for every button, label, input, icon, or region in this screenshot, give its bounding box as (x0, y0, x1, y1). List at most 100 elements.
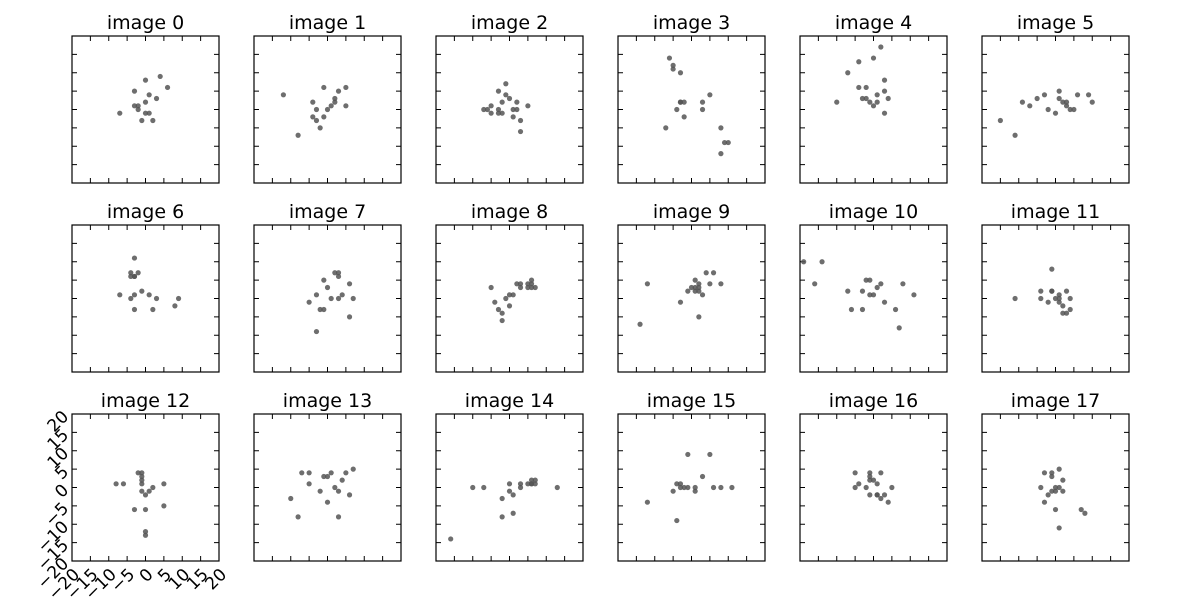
data-point (343, 470, 349, 476)
data-point (1056, 88, 1062, 94)
data-point (517, 128, 524, 135)
data-point (863, 84, 869, 91)
data-point (863, 484, 869, 491)
data-point (514, 281, 520, 287)
panel-4: image 4 (799, 12, 948, 184)
data-point (848, 306, 855, 313)
data-point (696, 314, 702, 320)
panel-6: image 6 (71, 201, 220, 373)
axes-frame (435, 413, 584, 562)
data-point (503, 92, 509, 98)
panel-13: image 13 (253, 390, 402, 562)
panel-14: image 14 (435, 390, 584, 562)
data-point (153, 295, 160, 302)
data-point (677, 484, 684, 491)
data-point (128, 295, 134, 302)
data-point (528, 481, 535, 487)
data-point (699, 292, 706, 298)
panel-title: image 5 (1017, 12, 1094, 34)
panel-12: image 12−20−15−10−505101520−20−15−10−505… (34, 390, 231, 600)
y-tick-label: −5 (41, 499, 73, 531)
data-point (321, 277, 327, 283)
data-point (692, 288, 698, 294)
data-point (142, 506, 149, 513)
data-point (874, 92, 880, 98)
data-point (1049, 488, 1055, 494)
data-point (881, 88, 888, 94)
data-point (870, 292, 877, 298)
data-point (997, 117, 1003, 124)
data-point (867, 277, 873, 283)
data-point (859, 95, 866, 102)
data-point (718, 151, 724, 157)
data-point (164, 84, 171, 91)
data-point (517, 284, 524, 291)
data-point (328, 470, 334, 476)
data-point (517, 281, 524, 287)
data-point (517, 481, 524, 487)
data-point (328, 295, 334, 302)
data-point (528, 477, 535, 483)
data-point (859, 288, 866, 294)
axes-frame (71, 224, 220, 373)
panel-15: image 15 (617, 390, 766, 562)
panel-17: image 17 (981, 390, 1130, 562)
data-point (856, 481, 862, 487)
data-point (874, 481, 880, 487)
data-point (1049, 473, 1055, 480)
panel-title: image 2 (471, 12, 548, 34)
data-point (896, 325, 902, 331)
data-point (135, 106, 141, 113)
panel-title: image 11 (1011, 201, 1100, 223)
data-point (488, 110, 494, 116)
panel-2: image 2 (435, 12, 584, 184)
data-point (525, 284, 531, 291)
data-point (161, 503, 167, 509)
data-point (801, 259, 807, 265)
data-point (131, 88, 138, 94)
data-point (135, 270, 141, 276)
data-point (870, 55, 877, 61)
data-point (874, 99, 880, 105)
panel-title: image 3 (653, 12, 730, 34)
data-point (718, 125, 724, 131)
data-point (677, 70, 684, 76)
data-point (681, 99, 687, 105)
data-point (1056, 295, 1062, 302)
y-tick-label: 0 (51, 480, 73, 502)
data-point (1052, 488, 1059, 494)
data-point (1056, 95, 1062, 102)
data-point (863, 95, 869, 102)
data-point (696, 284, 702, 291)
panel-title: image 8 (471, 201, 548, 223)
data-point (670, 488, 676, 494)
data-point (142, 77, 149, 83)
data-point (1089, 99, 1095, 105)
data-point (718, 281, 724, 287)
data-point (729, 484, 735, 491)
data-point (310, 99, 316, 105)
data-point (677, 299, 684, 305)
data-point (663, 125, 669, 131)
panel-title: image 9 (653, 201, 730, 223)
data-point (1052, 484, 1059, 491)
data-point (506, 481, 513, 487)
data-point (528, 277, 535, 283)
data-point (721, 139, 728, 146)
data-point (852, 484, 858, 491)
data-point (1052, 110, 1059, 116)
data-point (1034, 95, 1040, 102)
data-point (707, 92, 713, 98)
data-point (644, 499, 651, 505)
panel-title: image 10 (829, 201, 918, 223)
data-point (856, 84, 862, 91)
data-point (335, 295, 342, 302)
panel-title: image 6 (107, 201, 184, 223)
data-point (499, 317, 505, 324)
data-point (525, 281, 531, 287)
data-point (142, 532, 149, 538)
data-point (710, 270, 717, 276)
data-point (346, 281, 353, 287)
data-point (554, 484, 560, 491)
